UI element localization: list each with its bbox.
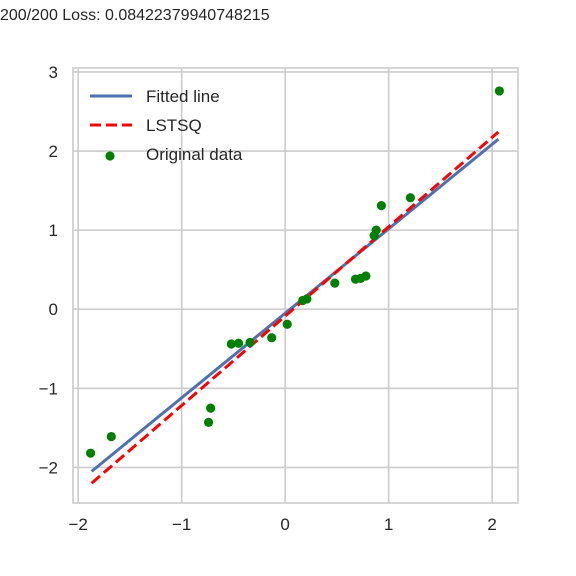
y-tick-label: 1 xyxy=(49,221,58,240)
data-point xyxy=(361,271,371,281)
data-point xyxy=(267,333,277,343)
data-point xyxy=(371,225,381,235)
x-tick-label: 2 xyxy=(487,515,496,534)
data-point xyxy=(203,417,214,427)
y-tick-label: 3 xyxy=(49,63,58,82)
data-point xyxy=(233,338,244,348)
data-point xyxy=(330,278,340,288)
plot-background xyxy=(73,68,518,503)
x-tick-label: 0 xyxy=(280,515,289,534)
x-tick-label: 1 xyxy=(384,515,393,534)
y-tick-label: 2 xyxy=(49,142,58,161)
legend-label: Fitted line xyxy=(146,87,220,106)
plot-area: −2 −1 0 1 2 −2 −1 0 1 2 3 Fitted line LSTSQ Original … xyxy=(39,63,519,534)
data-point xyxy=(106,431,116,442)
legend-swatch-original-data xyxy=(105,151,115,161)
data-point xyxy=(85,448,96,458)
data-point xyxy=(376,201,386,211)
data-point xyxy=(405,193,415,203)
data-point xyxy=(206,403,216,413)
lstsq-line xyxy=(90,130,500,485)
data-point xyxy=(226,339,236,349)
x-tick-label: −1 xyxy=(172,515,191,534)
legend-label: LSTSQ xyxy=(146,116,202,135)
y-tick-label: −2 xyxy=(39,458,58,477)
chart-title: 200/200 Loss: 0.08422379940748215 xyxy=(0,7,270,24)
data-point xyxy=(245,337,255,348)
y-tick-label: −1 xyxy=(39,379,58,398)
y-tick-label: 0 xyxy=(49,300,58,319)
x-tick-label: −2 xyxy=(68,515,87,534)
data-point xyxy=(282,319,292,329)
legend-label: Original data xyxy=(146,145,243,164)
plot-frame xyxy=(72,67,519,504)
data-point xyxy=(494,86,504,96)
fitted-line xyxy=(90,138,500,473)
data-point xyxy=(302,294,312,304)
